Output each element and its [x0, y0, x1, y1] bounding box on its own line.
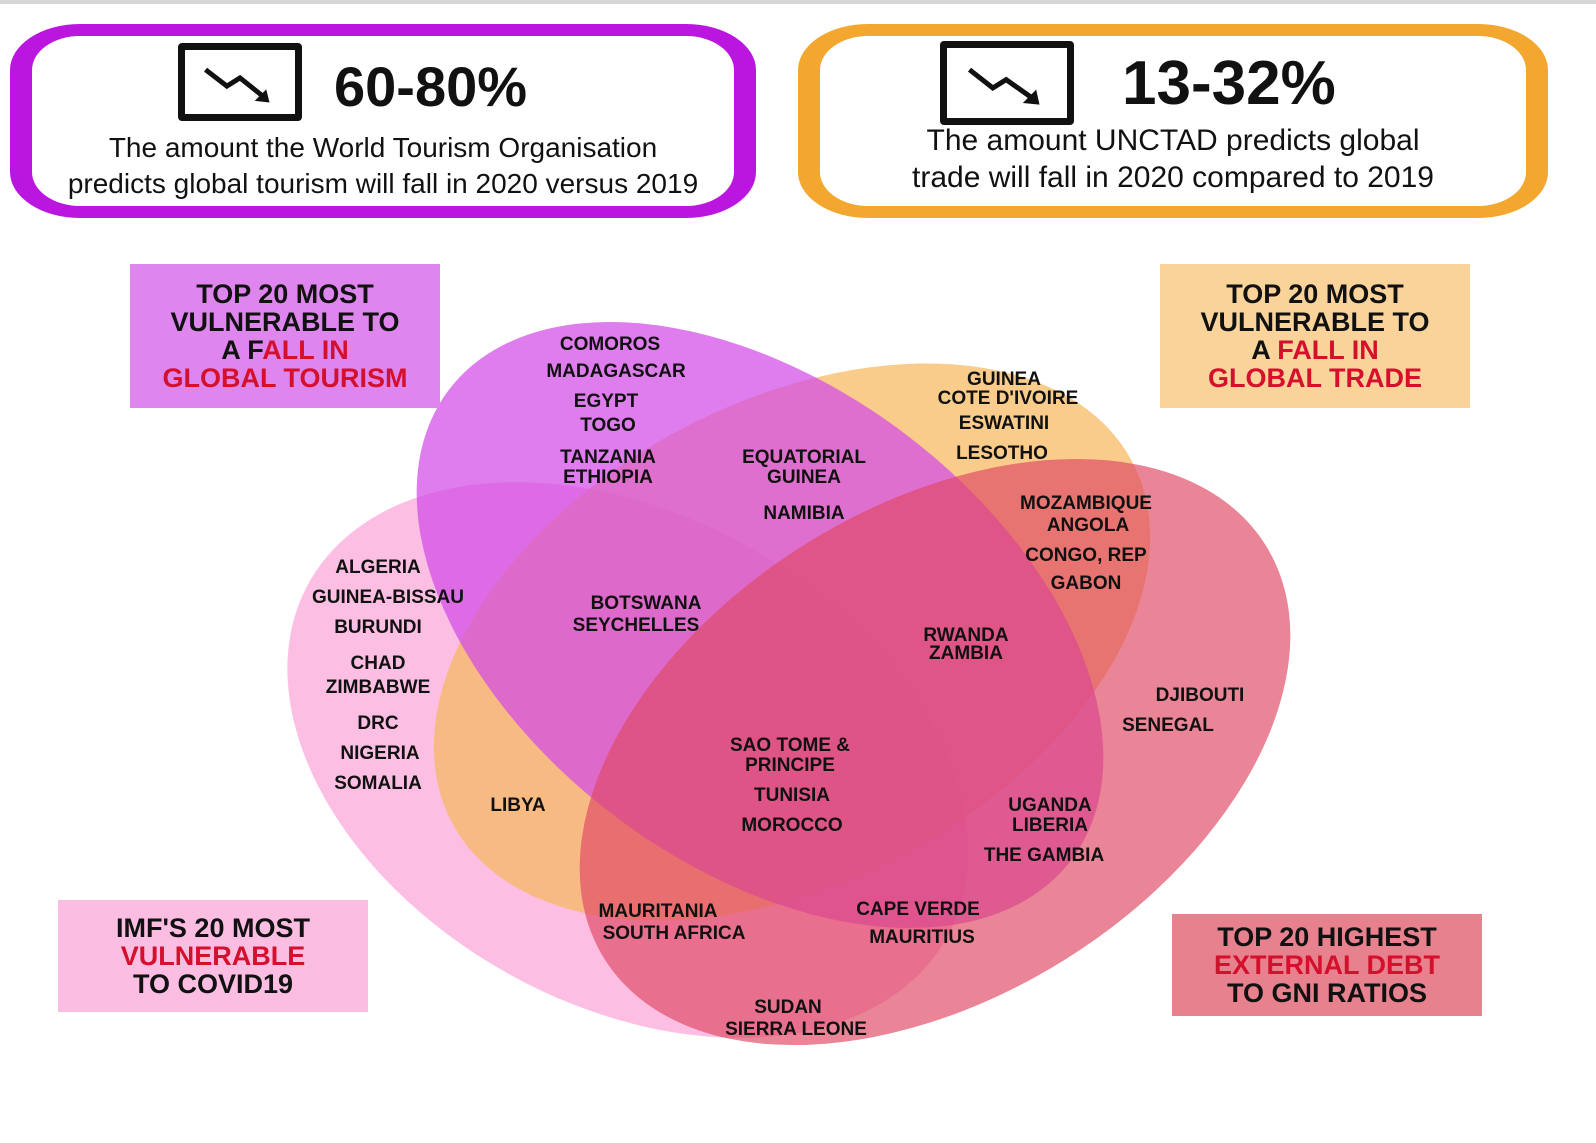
legend-highlight: FALL IN: [1277, 335, 1379, 365]
country-label: BOTSWANA: [590, 593, 702, 614]
country-label: THE GAMBIA: [983, 845, 1105, 866]
country-label: TOGO: [580, 415, 636, 436]
country-label: MOROCCO: [741, 815, 843, 836]
country-label: CONGO, REP: [1025, 545, 1147, 566]
country-label: NIGERIA: [340, 743, 420, 764]
country-label: SIERRA LEONE: [725, 1019, 867, 1040]
country-label: ALGERIA: [335, 557, 421, 578]
legend-line: TO COVID19: [132, 969, 294, 999]
venn-ellipse-debt: [579, 458, 1291, 1046]
legend-highlight: VULNERABLE: [120, 941, 306, 971]
country-label: LIBYA: [490, 795, 546, 816]
country-label: EGYPT: [573, 391, 639, 412]
stat-description-line: The amount UNCTAD predicts global: [926, 124, 1420, 157]
legend-line: IMF'S 20 MOST: [116, 913, 310, 943]
stat-description-line: predicts global tourism will fall in 202…: [67, 168, 699, 199]
top-divider: [0, 0, 1596, 4]
country-label: MADAGASCAR: [546, 361, 686, 382]
country-label: ESWATINI: [958, 413, 1050, 434]
legend-highlight: GLOBAL TRADE: [1208, 363, 1422, 393]
trend-down-icon: [178, 43, 302, 121]
country-label: CHAD: [350, 653, 406, 674]
country-label: LIBERIA: [1012, 815, 1088, 836]
stat-description-trade: The amount UNCTAD predicts global trade …: [820, 122, 1526, 196]
country-label: ANGOLA: [1046, 515, 1130, 536]
stat-description-line: The amount the World Tourism Organisatio…: [108, 132, 658, 163]
legend-line: TOP 20 HIGHEST: [1217, 922, 1437, 952]
country-label: COMOROS: [559, 334, 661, 355]
stat-description-line: trade will fall in 2020 compared to 2019: [912, 161, 1434, 194]
legend-highlight: GLOBAL TOURISM: [162, 363, 408, 393]
country-label: RWANDA: [923, 625, 1009, 646]
country-label: ETHIOPIA: [563, 467, 653, 488]
stat-value-tourism: 60-80%: [334, 55, 528, 118]
legend-line: TOP 20 MOST: [1226, 279, 1404, 309]
stat-box-trade: 13-32% The amount UNCTAD predicts global…: [798, 24, 1548, 218]
legend-highlight: EXTERNAL DEBT: [1213, 950, 1441, 980]
country-label: NAMIBIA: [763, 503, 845, 524]
country-label: GABON: [1050, 573, 1122, 594]
trend-down-icon: [940, 41, 1074, 125]
legend-line: A FALL IN: [1160, 336, 1470, 364]
trend-down-arrow: [204, 67, 270, 103]
country-label: SEYCHELLES: [572, 615, 700, 636]
country-label: ZAMBIA: [929, 643, 1003, 664]
legend-tourism: TOP 20 MOST VULNERABLE TO A FALL IN GLOB…: [130, 264, 440, 408]
legend-debt: TOP 20 HIGHEST EXTERNAL DEBT TO GNI RATI…: [1172, 914, 1482, 1016]
legend-text: A F: [221, 335, 263, 365]
trend-down-arrow: [967, 67, 1040, 105]
legend-line: VULNERABLE TO: [170, 307, 400, 337]
country-label: LESOTHO: [956, 443, 1048, 464]
country-label: DRC: [357, 713, 399, 734]
stat-value-trade: 13-32%: [1122, 49, 1336, 118]
country-label: BURUNDI: [334, 617, 422, 638]
country-label: GUINEA-BISSAU: [311, 587, 465, 608]
country-label: GUINEA: [967, 369, 1041, 390]
country-label: MAURITANIA: [598, 901, 718, 922]
country-label: SOMALIA: [334, 773, 422, 794]
legend-text: A: [1251, 335, 1278, 365]
stat-description-tourism: The amount the World Tourism Organisatio…: [32, 130, 734, 202]
country-label: MAURITIUS: [869, 927, 975, 948]
country-label: UGANDA: [1008, 795, 1092, 816]
country-label: SAO TOME &: [730, 735, 850, 756]
country-label: DJIBOUTI: [1155, 685, 1245, 706]
country-label: SUDAN: [754, 997, 822, 1018]
legend-line: A FALL IN: [130, 336, 440, 364]
legend-line: TOP 20 MOST: [196, 279, 374, 309]
legend-line: VULNERABLE TO: [1200, 307, 1430, 337]
legend-highlight: ALL IN: [262, 335, 349, 365]
legend-trade: TOP 20 MOST VULNERABLE TO A FALL IN GLOB…: [1160, 264, 1470, 408]
country-label: TANZANIA: [560, 447, 656, 468]
country-label: PRINCIPE: [745, 755, 835, 776]
legend-line: TO GNI RATIOS: [1226, 978, 1427, 1008]
country-label: SENEGAL: [1122, 715, 1214, 736]
country-label: SOUTH AFRICA: [602, 923, 746, 944]
country-label: COTE D'IVOIRE: [937, 388, 1079, 409]
stat-box-tourism: 60-80% The amount the World Tourism Orga…: [10, 24, 756, 218]
country-label: CAPE VERDE: [856, 899, 980, 920]
country-label: EQUATORIAL: [742, 447, 866, 468]
country-label: ZIMBABWE: [325, 677, 431, 698]
country-label: MOZAMBIQUE: [1020, 493, 1152, 514]
country-label: GUINEA: [767, 467, 841, 488]
country-label: TUNISIA: [754, 785, 830, 806]
legend-covid: IMF'S 20 MOST VULNERABLE TO COVID19: [58, 900, 368, 1012]
